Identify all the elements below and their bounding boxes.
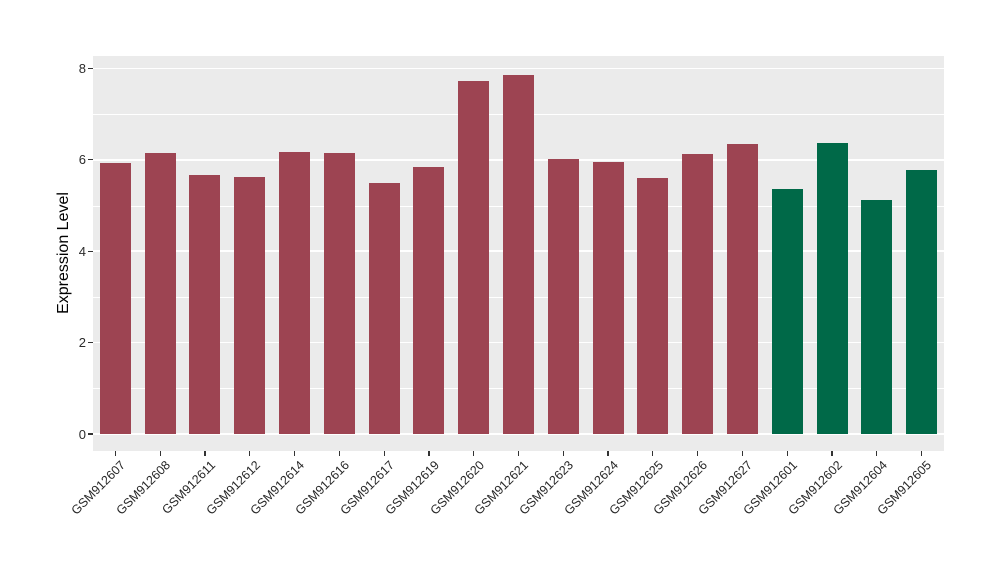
- x-axis-tick: [876, 451, 878, 456]
- x-axis-tick: [607, 451, 609, 456]
- x-axis-tick: [249, 451, 251, 456]
- x-axis-tick: [383, 451, 385, 456]
- x-axis-tick: [428, 451, 430, 456]
- y-tick-label: 0: [78, 426, 86, 442]
- y-axis-tick: [88, 250, 93, 252]
- x-axis-tick: [159, 451, 161, 456]
- bar-GSM912602: [816, 142, 848, 434]
- bar-GSM912611: [189, 175, 221, 434]
- x-axis-tick: [293, 451, 296, 456]
- bar-GSM912623: [547, 158, 579, 434]
- x-axis-tick: [921, 451, 923, 456]
- bar-GSM912616: [323, 153, 355, 434]
- y-tick-label: 2: [78, 335, 86, 351]
- bar-GSM912624: [592, 162, 624, 434]
- bar-GSM912617: [368, 182, 400, 434]
- bar-GSM912614: [279, 152, 311, 434]
- x-axis-tick: [786, 451, 788, 456]
- bar-GSM912627: [726, 144, 758, 434]
- x-axis-tick: [741, 451, 744, 456]
- y-tick-label: 4: [78, 243, 86, 259]
- y-axis-tick: [88, 433, 93, 435]
- bar-GSM912604: [861, 199, 893, 434]
- x-axis-tick: [562, 451, 564, 456]
- bar-GSM912608: [144, 152, 176, 434]
- x-axis-tick: [697, 451, 699, 456]
- x-axis-tick: [204, 451, 206, 456]
- x-axis-tick: [831, 451, 833, 456]
- x-axis-tick: [114, 451, 116, 456]
- gridline-major: [93, 67, 944, 70]
- y-tick-label: 8: [78, 60, 86, 76]
- bar-GSM912621: [503, 74, 534, 434]
- plot-panel: [93, 56, 944, 451]
- x-axis-tick: [652, 451, 654, 456]
- y-tick-label: 6: [78, 152, 86, 168]
- bar-GSM912625: [637, 178, 669, 434]
- bar-GSM912626: [682, 154, 714, 434]
- bar-GSM912619: [413, 166, 445, 434]
- y-axis-tick: [88, 67, 93, 69]
- x-axis-tick: [517, 451, 520, 456]
- bar-GSM912607: [99, 162, 131, 434]
- bar-GSM912605: [906, 169, 938, 434]
- bar-GSM912601: [771, 189, 803, 434]
- y-axis-tick: [88, 159, 93, 161]
- y-axis-tick: [88, 342, 93, 344]
- bar-GSM912620: [458, 80, 490, 434]
- x-axis-tick: [338, 451, 340, 456]
- bar-GSM912612: [234, 177, 266, 434]
- gridline-major: [93, 433, 944, 435]
- x-axis-tick: [473, 451, 475, 456]
